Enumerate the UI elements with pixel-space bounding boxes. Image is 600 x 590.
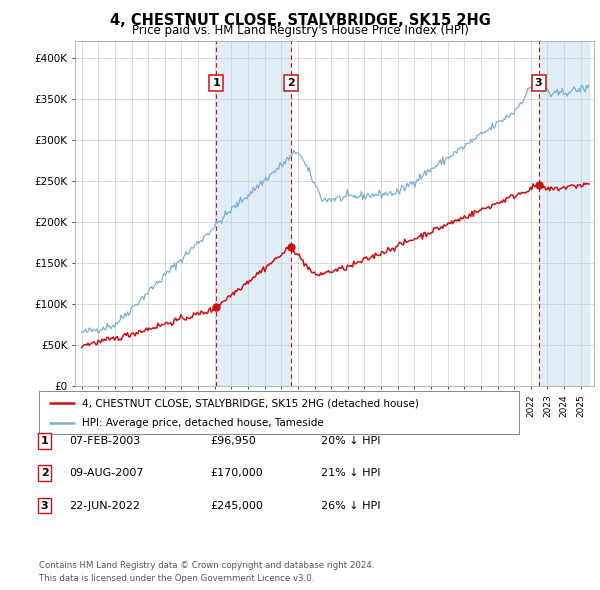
Text: 4, CHESTNUT CLOSE, STALYBRIDGE, SK15 2HG: 4, CHESTNUT CLOSE, STALYBRIDGE, SK15 2HG — [110, 13, 490, 28]
Text: £245,000: £245,000 — [210, 501, 263, 510]
Text: 3: 3 — [535, 78, 542, 88]
Text: 3: 3 — [41, 501, 49, 510]
Text: HPI: Average price, detached house, Tameside: HPI: Average price, detached house, Tame… — [82, 418, 324, 428]
Text: 22-JUN-2022: 22-JUN-2022 — [69, 501, 140, 510]
Text: 2: 2 — [287, 78, 295, 88]
Text: 26% ↓ HPI: 26% ↓ HPI — [321, 501, 380, 510]
Text: 07-FEB-2003: 07-FEB-2003 — [69, 436, 140, 445]
Text: Contains HM Land Registry data © Crown copyright and database right 2024.
This d: Contains HM Land Registry data © Crown c… — [39, 562, 374, 583]
Text: 1: 1 — [212, 78, 220, 88]
Text: £96,950: £96,950 — [210, 436, 256, 445]
Text: 21% ↓ HPI: 21% ↓ HPI — [321, 468, 380, 478]
Text: 09-AUG-2007: 09-AUG-2007 — [69, 468, 143, 478]
Text: Price paid vs. HM Land Registry's House Price Index (HPI): Price paid vs. HM Land Registry's House … — [131, 24, 469, 37]
Text: 1: 1 — [41, 436, 49, 445]
Bar — [217, 41, 291, 386]
Text: 4, CHESTNUT CLOSE, STALYBRIDGE, SK15 2HG (detached house): 4, CHESTNUT CLOSE, STALYBRIDGE, SK15 2HG… — [82, 398, 419, 408]
Text: 20% ↓ HPI: 20% ↓ HPI — [321, 436, 380, 445]
Bar — [539, 41, 589, 386]
Text: £170,000: £170,000 — [210, 468, 263, 478]
Text: 2: 2 — [41, 468, 49, 478]
